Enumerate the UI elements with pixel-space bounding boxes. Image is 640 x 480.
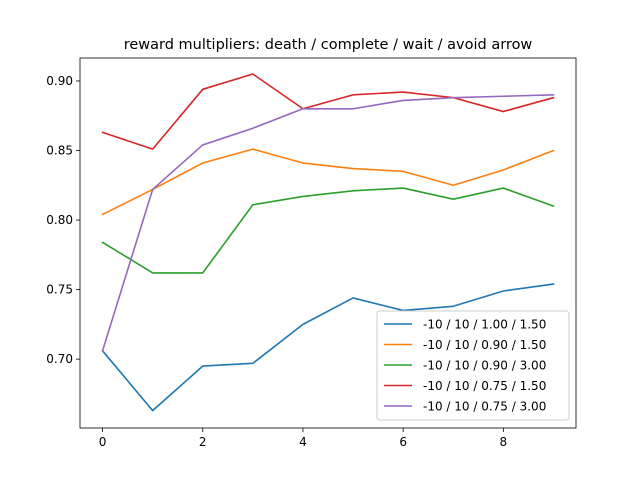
- x-tick-label: 6: [399, 435, 407, 449]
- legend-box: [376, 310, 570, 421]
- x-tick-label: 8: [500, 435, 508, 449]
- series-line-3: [101, 187, 555, 274]
- x-tick-label: 4: [299, 435, 307, 449]
- legend-label-2: -10 / 10 / 0.90 / 1.50: [423, 338, 546, 352]
- legend: -10 / 10 / 1.00 / 1.50 -10 / 10 / 0.90 / …: [376, 310, 570, 421]
- y-tick-label: 0.70: [46, 352, 73, 366]
- y-tick-label: 0.80: [46, 213, 73, 227]
- legend-label-1: -10 / 10 / 1.00 / 1.50: [423, 318, 546, 332]
- y-tick-label: 0.75: [46, 283, 73, 297]
- series-line-2: [101, 148, 555, 216]
- y-axis: 0.70 0.75 0.80 0.85 0.90: [46, 74, 80, 366]
- legend-label-5: -10 / 10 / 0.75 / 3.00: [423, 400, 546, 414]
- legend-label-3: -10 / 10 / 0.90 / 3.00: [423, 359, 546, 373]
- plot-frame: [79, 57, 577, 429]
- y-tick-label: 0.85: [46, 144, 73, 158]
- x-axis: 0 2 4 6 8: [99, 428, 507, 449]
- series-line-1: [101, 283, 555, 412]
- series-line-4: [101, 73, 555, 150]
- x-tick-label: 0: [99, 435, 107, 449]
- x-tick-label: 2: [199, 435, 207, 449]
- legend-label-4: -10 / 10 / 0.75 / 1.50: [423, 379, 546, 393]
- series-line-5: [101, 94, 555, 352]
- y-tick-label: 0.90: [46, 74, 73, 88]
- series-layer: [101, 73, 555, 412]
- chart-title: reward multipliers: death / complete / w…: [124, 37, 533, 53]
